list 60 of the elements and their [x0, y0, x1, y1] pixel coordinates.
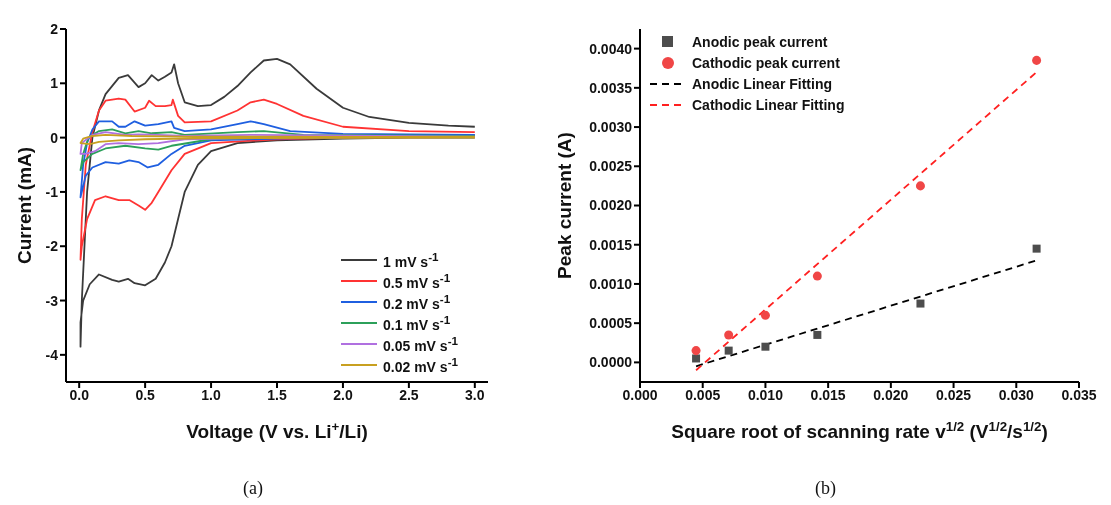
y-tick-label: 0.0005	[589, 315, 633, 332]
point	[761, 342, 770, 351]
x-tick-label: 0.0	[69, 386, 90, 403]
point	[691, 346, 701, 356]
legend-label: 0.1 mV s$^{-1}$	[383, 312, 451, 333]
x-axis-title: Square root of scanning rate v$^{1/2}$ (V$^{1/2}$/s$^{1/2}$)	[671, 418, 1048, 442]
point	[1032, 55, 1042, 65]
x-tick-label: 2.5	[399, 386, 419, 403]
text: (a)	[242, 478, 264, 499]
x-tick-label: 0.5	[135, 386, 156, 403]
y-axis-title: Peak current (A)	[554, 132, 576, 279]
y-tick-label: 0.0025	[589, 158, 633, 175]
x-axis-title: Voltage (V vs. Li$^{+}$/Li)	[186, 418, 368, 442]
y-tick-label: 0.0020	[589, 197, 633, 214]
y-tick-label: 2	[50, 20, 59, 37]
legend-label: Cathodic peak current	[692, 54, 840, 71]
line-series	[79, 134, 476, 146]
y-tick-label: -3	[45, 292, 59, 309]
legend-label: 1 mV s$^{-1}$	[383, 249, 439, 270]
point	[724, 330, 734, 340]
y-tick-label: -1	[45, 183, 59, 200]
x-tick-label: 3.0	[465, 386, 485, 403]
legend-label: 0.05 mV s$^{-1}$	[383, 333, 458, 354]
y-tick-label: -2	[45, 238, 59, 255]
y-tick-label: 0.0030	[589, 119, 633, 136]
x-tick-label: 2.0	[333, 386, 353, 403]
legend-label: 0.5 mV s$^{-1}$	[383, 270, 451, 291]
x-tick-label: 0.025	[936, 386, 972, 403]
point	[1032, 244, 1041, 253]
x-tick-label: 0.000	[622, 386, 658, 403]
x-tick-label: 0.020	[873, 386, 909, 403]
legend-label: 0.02 mV s$^{-1}$	[383, 354, 458, 375]
legend-label: Anodic Linear Fitting	[692, 75, 832, 92]
y-tick-label: 0.0000	[589, 354, 633, 371]
point	[812, 271, 822, 281]
point	[692, 354, 701, 363]
y-tick-label: 1	[50, 75, 59, 92]
point	[915, 181, 925, 191]
text: (b)	[814, 478, 837, 499]
legend-label: Cathodic Linear Fitting	[692, 96, 845, 113]
legend-label: Anodic peak current	[692, 33, 828, 50]
point	[760, 310, 770, 320]
x-tick-label: 0.030	[998, 386, 1035, 403]
x-tick-label: 0.005	[685, 386, 721, 403]
y-axis-title: Current (mA)	[14, 146, 36, 265]
legend-label: 0.2 mV s$^{-1}$	[383, 291, 451, 312]
x-tick-label: 0.015	[810, 386, 846, 403]
x-tick-label: 1.0	[201, 386, 221, 403]
y-tick-label: 0.0035	[589, 79, 633, 96]
x-tick-label: 1.5	[267, 386, 287, 403]
x-tick-label: 0.010	[747, 386, 784, 403]
y-tick-label: 0.0015	[589, 236, 633, 253]
point	[916, 299, 925, 308]
y-tick-label: 0	[50, 129, 59, 146]
point	[724, 346, 733, 355]
x-tick-label: 0.035	[1061, 386, 1097, 403]
y-tick-label: 0.0040	[589, 40, 633, 57]
point	[813, 330, 822, 339]
y-tick-label: -4	[45, 346, 59, 363]
y-tick-label: 0.0010	[589, 275, 633, 292]
